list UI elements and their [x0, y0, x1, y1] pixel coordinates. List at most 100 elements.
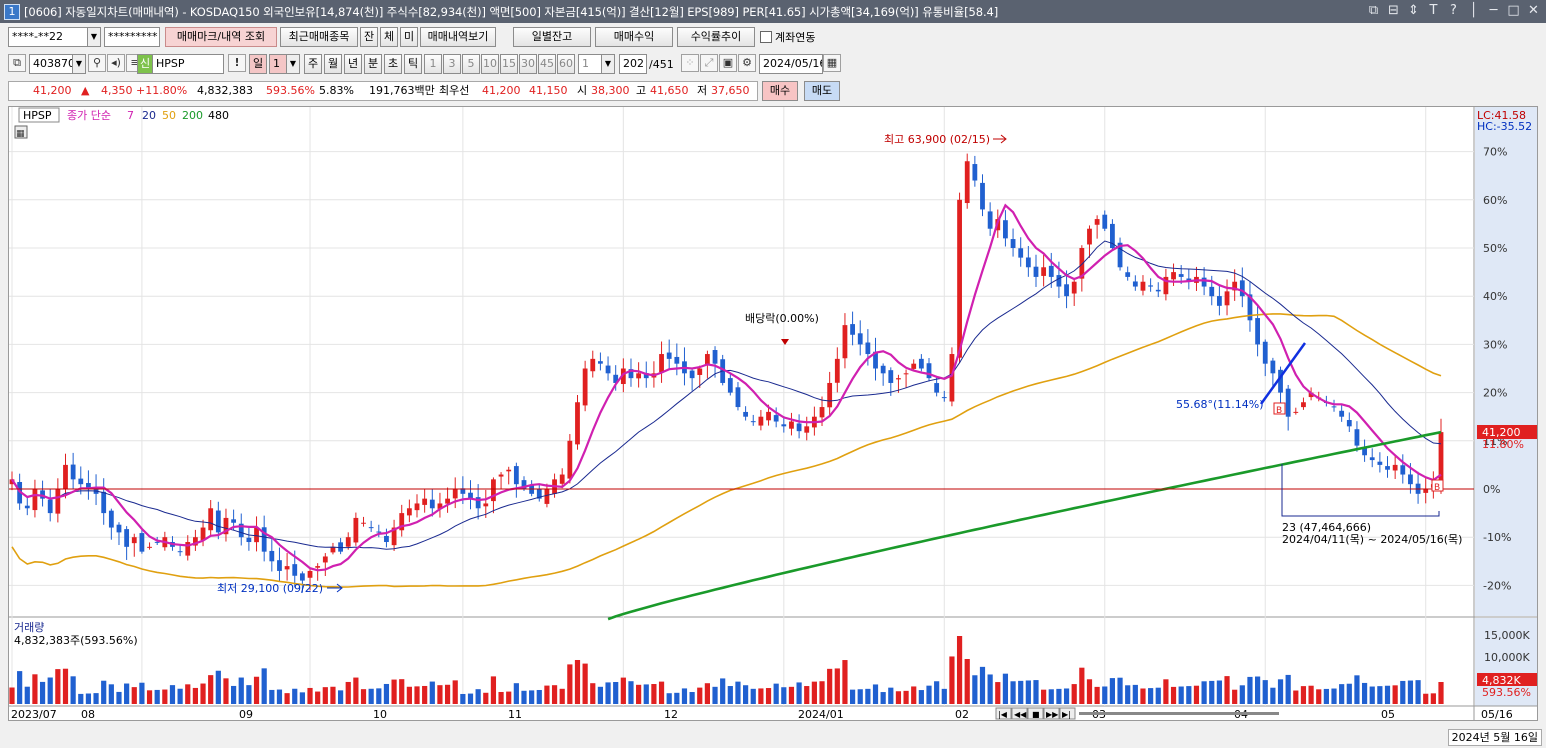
return-trend-button[interactable]: 수익률추이 [677, 27, 755, 47]
trade-profit-button[interactable]: 매매수익 [595, 27, 673, 47]
minimize-icon[interactable]: ─ [1489, 3, 1498, 18]
candle [406, 508, 412, 516]
period-year-button[interactable]: 년 [344, 54, 362, 74]
candle [124, 529, 130, 547]
price-volume-chart[interactable]: HPSP 종가 단순 7 20 50 200 480 ▦ LC:41.58 HC… [9, 107, 1537, 720]
current-price: 41,200 [33, 84, 72, 97]
chevron-down-icon[interactable]: ▼ [286, 54, 300, 74]
chevron-down-icon[interactable]: ▼ [72, 54, 86, 74]
chevron-down-icon[interactable]: ▼ [87, 27, 101, 47]
gear-icon[interactable]: ⚙ [738, 54, 756, 72]
recent-trade-stocks-button[interactable]: 최근매매종목 [280, 27, 358, 47]
volume-bar [758, 688, 764, 704]
buy-marker-2[interactable] [1431, 479, 1444, 492]
table-icon[interactable] [14, 125, 28, 139]
candle [101, 491, 107, 514]
minute-60-button[interactable]: 60 [557, 54, 575, 74]
stock-name-field[interactable]: HPSP [152, 54, 224, 74]
period-month-button[interactable]: 월 [324, 54, 342, 74]
trade-mark-query-button[interactable]: 매매마크/내역 조회 [165, 27, 277, 47]
close-icon[interactable]: ✕ [1528, 3, 1539, 18]
account-link-checkbox[interactable] [760, 31, 772, 43]
buy-button[interactable]: 매수 [762, 81, 798, 101]
price-axis-pane[interactable] [1475, 107, 1537, 616]
scrollbar[interactable] [1079, 712, 1279, 715]
sell-button[interactable]: 매도 [804, 81, 840, 101]
date-field[interactable]: 2024/05/16 [759, 54, 823, 74]
volume-bar [1155, 687, 1161, 704]
volume-bar [849, 689, 856, 704]
period-second-button[interactable]: 초 [384, 54, 402, 74]
price-pane[interactable] [9, 107, 1474, 616]
balance-button[interactable]: 잔 [360, 27, 378, 47]
save-icon[interactable]: ▣ [719, 54, 737, 72]
trend-line[interactable] [1259, 342, 1307, 405]
stock-code-input[interactable]: 403870 [29, 54, 73, 74]
day-multiplier[interactable]: 1 [269, 54, 287, 74]
volume-axis-pane[interactable] [1475, 618, 1537, 706]
volume-bar [131, 687, 137, 704]
page-count-field[interactable]: 202 [619, 54, 647, 74]
resize-icon[interactable]: ⇕ [1408, 3, 1419, 18]
window-number[interactable]: 1 [4, 3, 20, 20]
y-tick-label: 70% [1483, 146, 1507, 159]
nav-prev-button[interactable] [1011, 707, 1028, 720]
candle [445, 498, 450, 504]
nav-first-button[interactable] [995, 707, 1012, 720]
candle [468, 492, 473, 499]
daily-balance-button[interactable]: 일별잔고 [513, 27, 591, 47]
chart-area[interactable]: HPSP 종가 단순 7 20 50 200 480 ▦ LC:41.58 HC… [8, 106, 1538, 721]
minute-1-button[interactable]: 1 [424, 54, 442, 74]
unexecuted-button[interactable]: 미 [400, 27, 418, 47]
help-icon[interactable]: ? [1450, 3, 1457, 18]
volume-bar [1002, 673, 1009, 704]
period-day-button[interactable]: 일 [249, 54, 267, 74]
minute-10-button[interactable]: 10 [481, 54, 499, 74]
chevron-down-icon[interactable]: ▼ [601, 54, 615, 74]
candle [781, 424, 787, 427]
volume-bar [253, 676, 260, 704]
ticker-box[interactable] [18, 107, 60, 123]
y-tick-label: 60% [1483, 194, 1507, 207]
x-axis-label: 11 [508, 708, 522, 720]
search-icon[interactable]: ⚲ [88, 54, 106, 72]
nav-last-button[interactable] [1059, 707, 1076, 720]
candle [1301, 402, 1306, 408]
password-field[interactable]: ********* [104, 27, 160, 47]
alert-icon[interactable]: ! [228, 54, 246, 72]
speaker-icon[interactable]: ◂) [107, 54, 125, 72]
link-icon[interactable]: ⧉ [8, 54, 26, 72]
trade-history-button[interactable]: 매매내역보기 [420, 27, 496, 47]
candle [1148, 285, 1154, 287]
nav-stop-button[interactable] [1027, 707, 1044, 720]
period-week-button[interactable]: 주 [304, 54, 322, 74]
minute-15-button[interactable]: 15 [500, 54, 518, 74]
minute-3-button[interactable]: 3 [443, 54, 461, 74]
zoom-icon[interactable]: ⤢ [700, 54, 718, 72]
count-select[interactable]: 1 [578, 54, 602, 74]
volume-bar [55, 669, 61, 704]
font-icon[interactable]: T [1429, 3, 1438, 18]
minute-5-button[interactable]: 5 [462, 54, 480, 74]
period-minute-button[interactable]: 분 [364, 54, 382, 74]
candle [55, 489, 61, 514]
hc-label: HC:-35.52 [1477, 120, 1532, 133]
candle [1071, 281, 1077, 294]
period-tick-button[interactable]: 틱 [404, 54, 422, 74]
volume-bar [1170, 686, 1177, 704]
maximize-icon[interactable]: □ [1507, 3, 1520, 18]
buy-marker-1[interactable] [1273, 402, 1286, 415]
volume-bar [162, 689, 168, 704]
drag-icon[interactable]: ⁘ [681, 54, 699, 72]
minute-45-button[interactable]: 45 [538, 54, 556, 74]
account-select[interactable]: ****-**22 [8, 27, 88, 47]
candle [24, 505, 30, 509]
restore-icon[interactable]: ⧉ [1368, 3, 1379, 18]
nav-next-button[interactable] [1043, 707, 1060, 720]
executed-button[interactable]: 체 [380, 27, 398, 47]
minute-30-button[interactable]: 30 [519, 54, 537, 74]
calendar-icon[interactable]: ▦ [823, 54, 841, 72]
split-icon[interactable]: ⊟ [1388, 3, 1399, 18]
moving-averages [11, 203, 1442, 621]
volume-bar [475, 689, 481, 704]
